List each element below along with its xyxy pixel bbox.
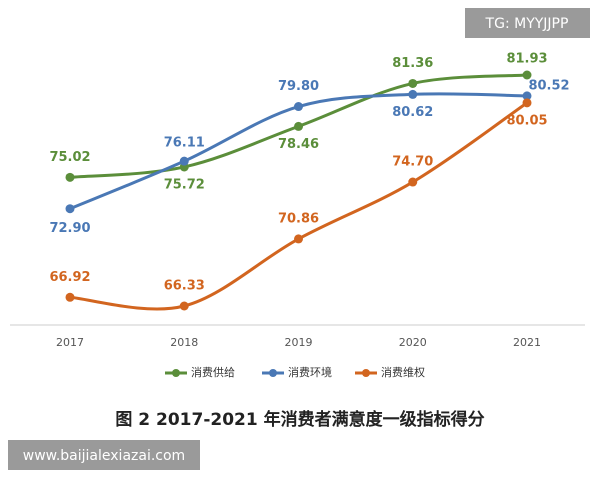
value-label: 70.86 — [278, 211, 319, 226]
x-tick-label: 2018 — [170, 336, 198, 349]
legend-label: 消费维权 — [381, 365, 425, 379]
point — [294, 102, 303, 112]
value-label: 80.05 — [506, 113, 547, 128]
value-label: 80.62 — [392, 105, 433, 120]
legend-label: 消费环境 — [288, 365, 332, 379]
x-tick-label: 2019 — [285, 336, 313, 349]
point — [408, 89, 418, 99]
point — [522, 70, 532, 80]
value-label: 78.46 — [278, 137, 319, 152]
legend-dot — [269, 369, 277, 377]
point — [65, 172, 75, 182]
value-label: 76.11 — [164, 136, 205, 151]
value-label: 79.80 — [278, 79, 319, 94]
value-label: 72.90 — [49, 221, 90, 236]
legend-dot — [172, 369, 180, 377]
x-tick-label: 2021 — [513, 336, 541, 349]
watermark: www.baijialexiazai.com — [23, 448, 185, 464]
value-label: 81.36 — [392, 56, 433, 71]
point — [294, 234, 303, 244]
value-label: 81.93 — [506, 52, 547, 67]
point — [179, 156, 189, 166]
value-label: 80.52 — [528, 78, 569, 93]
point — [522, 98, 532, 108]
point — [179, 301, 189, 311]
legend-dot — [362, 369, 370, 377]
value-label: 75.72 — [164, 177, 205, 192]
watermark: TG: MYYJJPP — [485, 16, 569, 32]
point — [65, 292, 75, 302]
chart-title: 图 2 2017-2021 年消费者满意度一级指标得分 — [115, 409, 484, 430]
x-tick-label: 2020 — [399, 336, 427, 349]
point — [65, 204, 75, 214]
point — [408, 78, 418, 88]
watermark-box — [8, 440, 200, 470]
series-line — [69, 101, 528, 311]
value-label: 74.70 — [392, 155, 433, 170]
point — [408, 177, 418, 187]
value-label: 66.92 — [49, 270, 90, 285]
point — [522, 91, 532, 101]
point — [294, 121, 303, 131]
value-label: 66.33 — [164, 279, 205, 294]
value-label: 75.02 — [49, 150, 90, 165]
watermark-box — [465, 8, 590, 38]
legend-label: 消费供给 — [191, 365, 235, 379]
x-tick-label: 2017 — [56, 336, 84, 349]
